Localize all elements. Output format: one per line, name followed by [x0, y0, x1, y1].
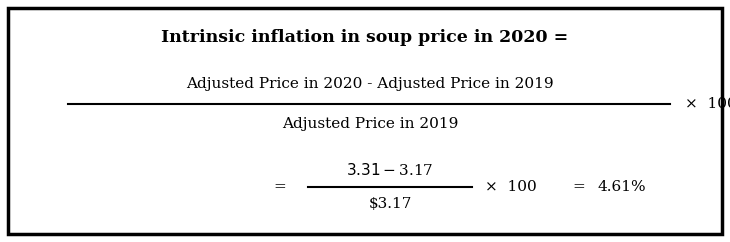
- Text: $3.31 - $3.17: $3.31 - $3.17: [346, 162, 434, 178]
- Text: ×  100: × 100: [485, 180, 537, 194]
- Text: Intrinsic inflation in soup price in 2020 =: Intrinsic inflation in soup price in 202…: [161, 29, 569, 45]
- Text: $3.17: $3.17: [369, 197, 412, 211]
- Text: 4.61%: 4.61%: [598, 180, 647, 194]
- FancyBboxPatch shape: [8, 8, 722, 234]
- Text: Adjusted Price in 2019: Adjusted Price in 2019: [282, 117, 458, 131]
- Text: =: =: [274, 180, 286, 194]
- Text: ×  100: × 100: [685, 97, 730, 111]
- Text: =: =: [572, 180, 585, 194]
- Text: Adjusted Price in 2020 - Adjusted Price in 2019: Adjusted Price in 2020 - Adjusted Price …: [186, 77, 554, 91]
